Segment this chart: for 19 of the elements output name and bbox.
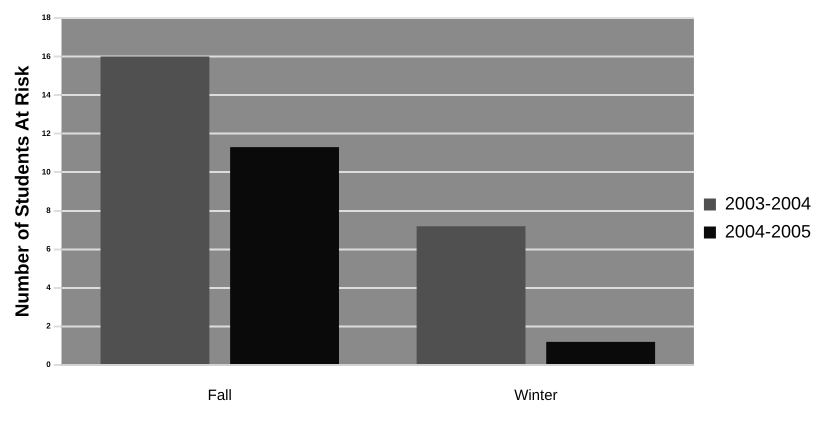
y-tick-label: 16 [42, 52, 52, 61]
y-tick-label: 10 [42, 167, 52, 176]
y-tick-label: 12 [42, 128, 52, 138]
y-tick-label: 2 [46, 322, 52, 331]
bar [416, 226, 526, 364]
y-tick-label: 0 [46, 360, 52, 370]
x-tick-label: Winter [514, 387, 558, 404]
y-axis-title: Number of Students At Risk [12, 65, 34, 318]
bar [546, 342, 656, 364]
y-tick-label: 6 [46, 244, 52, 254]
y-tick-label: 14 [42, 90, 52, 100]
legend-label: 2004-2005 [724, 221, 812, 242]
y-tick-label: 18 [42, 13, 52, 22]
legend-label: 2003-2004 [724, 193, 812, 214]
y-tick-label: 4 [46, 283, 52, 292]
y-tick-label: 8 [46, 206, 52, 215]
x-tick-label: Fall [208, 387, 232, 404]
bar [230, 147, 339, 364]
bar [100, 56, 210, 364]
